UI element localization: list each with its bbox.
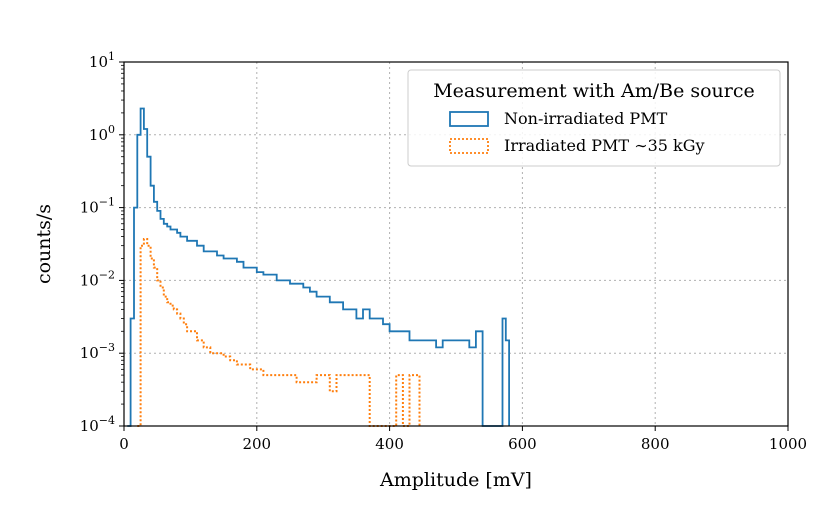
ticks: 0 200 400 600 800 1000 10−4 10−3 10−2 10−1 100 101 [80, 50, 807, 453]
legend-box [407, 69, 781, 167]
series-non-irradiated [127, 107, 510, 427]
x-axis-title: Amplitude [mV] [379, 469, 532, 491]
y-tick-label: 10−1 [80, 196, 115, 217]
y-axis-title: counts/s [33, 204, 55, 284]
y-tick-label: 10−3 [80, 341, 115, 362]
legend-label-non-irradiated: Non-irradiated PMT [504, 109, 668, 128]
series-irradiated [137, 238, 421, 427]
plot-frame [123, 61, 789, 427]
legend: Measurement with Am/Be source Non-irradi… [407, 69, 781, 167]
legend-label-irradiated: Irradiated PMT ∼35 kGy [504, 136, 705, 155]
y-tick-label: 101 [89, 50, 115, 71]
x-tick-label: 200 [242, 435, 271, 453]
legend-swatch-irradiated [449, 138, 489, 154]
series-layer [127, 107, 510, 427]
x-tick-label: 0 [119, 435, 129, 453]
y-tick-label: 10−4 [80, 414, 115, 435]
x-tick-label: 600 [508, 435, 537, 453]
legend-swatch-non-irradiated [449, 111, 489, 127]
y-tick-label: 100 [89, 123, 115, 144]
series-line [127, 107, 510, 427]
series-line [137, 238, 421, 427]
x-tick-label: 400 [375, 435, 404, 453]
y-tick-label: 10−2 [80, 268, 115, 289]
x-tick-label: 800 [641, 435, 670, 453]
legend-title: Measurement with Am/Be source [433, 80, 755, 102]
x-tick-label: 1000 [769, 435, 807, 453]
